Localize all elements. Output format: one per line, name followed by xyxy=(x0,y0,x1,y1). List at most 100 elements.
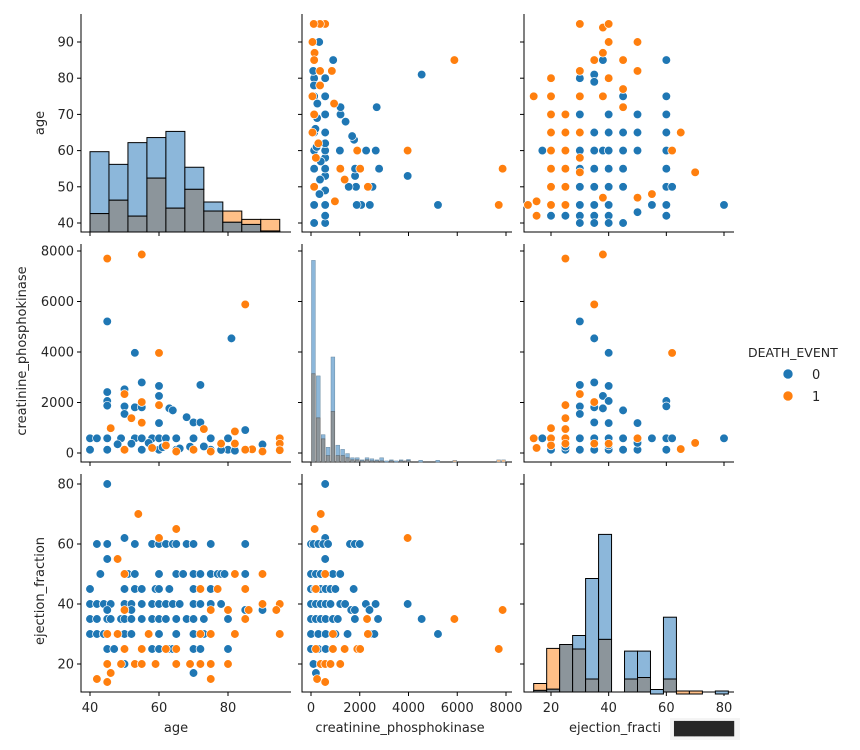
x-tick-label: 60 xyxy=(658,701,675,716)
data-point-class1 xyxy=(316,509,326,519)
histogram-bar-class0 xyxy=(340,449,345,456)
data-point-class0 xyxy=(199,441,209,452)
histogram-bar-class0 xyxy=(108,163,129,201)
histogram-age xyxy=(89,130,281,233)
data-point-class0 xyxy=(330,584,341,594)
data-point-class0 xyxy=(340,599,350,609)
histogram-bar-overlap xyxy=(546,688,561,693)
data-point-class1 xyxy=(355,644,365,654)
data-point-class1 xyxy=(676,444,686,454)
data-point-class0 xyxy=(95,569,105,579)
histogram-bar-class0 xyxy=(714,690,729,695)
histogram-bar-class1 xyxy=(688,690,703,695)
data-point-class0 xyxy=(175,599,185,609)
data-point-class0 xyxy=(240,425,250,435)
data-point-class1 xyxy=(112,629,123,639)
data-point-class1 xyxy=(311,584,321,594)
data-point-class0 xyxy=(154,584,164,594)
y-tick-label: 60 xyxy=(57,144,74,159)
histogram-bar-overlap xyxy=(572,648,587,693)
y-tick-label: 80 xyxy=(57,478,74,493)
histogram-bar-class0 xyxy=(325,447,331,456)
data-point-class1 xyxy=(531,443,542,453)
data-point-class0 xyxy=(309,200,319,210)
data-point-class1 xyxy=(137,249,147,260)
data-point-class0 xyxy=(589,77,599,87)
data-point-class1 xyxy=(133,509,143,519)
histogram-bar-class0 xyxy=(184,166,205,190)
data-point-class0 xyxy=(661,445,671,455)
y-tick-label: 8000 xyxy=(41,245,74,260)
data-point-class0 xyxy=(137,445,147,455)
histogram-bar-overlap xyxy=(355,459,360,463)
data-point-class1 xyxy=(147,443,157,453)
data-point-class0 xyxy=(320,200,330,210)
data-point-class1 xyxy=(310,524,320,534)
data-point-class1 xyxy=(690,167,700,177)
data-point-class0 xyxy=(661,200,671,210)
data-point-class0 xyxy=(126,629,137,639)
data-point-class0 xyxy=(102,445,112,455)
data-point-class0 xyxy=(575,445,585,455)
data-point-class0 xyxy=(309,164,319,174)
data-point-class1 xyxy=(212,584,223,594)
data-point-class0 xyxy=(604,381,614,391)
data-point-class0 xyxy=(335,569,345,579)
histogram-bar-overlap xyxy=(203,210,224,233)
data-point-class0 xyxy=(647,433,657,443)
data-point-class0 xyxy=(154,418,164,428)
data-point-class1 xyxy=(604,37,614,47)
y-tick-label: 50 xyxy=(57,180,74,195)
data-point-class1 xyxy=(171,659,181,669)
data-point-class1 xyxy=(154,400,164,410)
data-point-class0 xyxy=(320,127,330,138)
data-point-class1 xyxy=(320,569,330,579)
data-point-class0 xyxy=(199,614,209,624)
data-point-class1 xyxy=(137,397,147,407)
x-tick-label: 40 xyxy=(600,701,617,716)
data-point-class0 xyxy=(433,629,443,639)
data-point-class0 xyxy=(223,614,233,624)
x-tick-label: 0 xyxy=(307,701,315,716)
data-point-class1 xyxy=(494,200,504,210)
x-axis-label-ejection_fraction: ejection_fracti xyxy=(569,721,661,736)
data-point-class0 xyxy=(188,614,199,624)
x-axis-label-creatinine_phosphokinase: creatinine_phosphokinase xyxy=(315,721,484,736)
x-axis-label-age: age xyxy=(164,721,188,736)
histogram-bar-class0 xyxy=(435,460,440,463)
data-point-class1 xyxy=(313,138,323,149)
data-point-class1 xyxy=(119,644,130,654)
data-point-class0 xyxy=(92,433,102,443)
data-point-class1 xyxy=(546,109,556,120)
data-point-class0 xyxy=(575,218,585,228)
histogram-bar-overlap xyxy=(89,213,110,233)
data-point-class1 xyxy=(230,569,240,579)
histogram-bar-class0 xyxy=(146,137,167,179)
data-point-class0 xyxy=(350,605,360,615)
data-point-class1 xyxy=(529,433,539,443)
watermark-text: ██████ xyxy=(673,720,735,737)
histogram-bar-overlap xyxy=(345,457,350,463)
data-point-class1 xyxy=(150,659,161,669)
data-point-class1 xyxy=(618,55,628,65)
histogram-bar-class1 xyxy=(452,460,457,463)
scatter-ef_vs_cpk xyxy=(529,249,729,455)
data-point-class1 xyxy=(575,167,585,177)
data-point-class1 xyxy=(309,182,319,192)
x-tick-label: 60 xyxy=(151,701,168,716)
data-point-class0 xyxy=(240,539,250,549)
panel-creatinine_phosphokinase-vs-creatinine_phosphokinase xyxy=(298,244,512,466)
data-point-class1 xyxy=(311,153,321,163)
data-point-class1 xyxy=(161,440,171,451)
data-point-class0 xyxy=(154,569,164,579)
data-point-class1 xyxy=(618,102,628,112)
data-point-class0 xyxy=(598,403,608,414)
data-point-class0 xyxy=(195,380,206,390)
data-point-class0 xyxy=(575,182,585,192)
data-point-class1 xyxy=(575,389,585,399)
data-point-class1 xyxy=(575,127,585,138)
histogram-bar-overlap xyxy=(260,230,281,233)
data-point-class0 xyxy=(126,614,137,624)
histogram-bar-class0 xyxy=(379,457,384,462)
